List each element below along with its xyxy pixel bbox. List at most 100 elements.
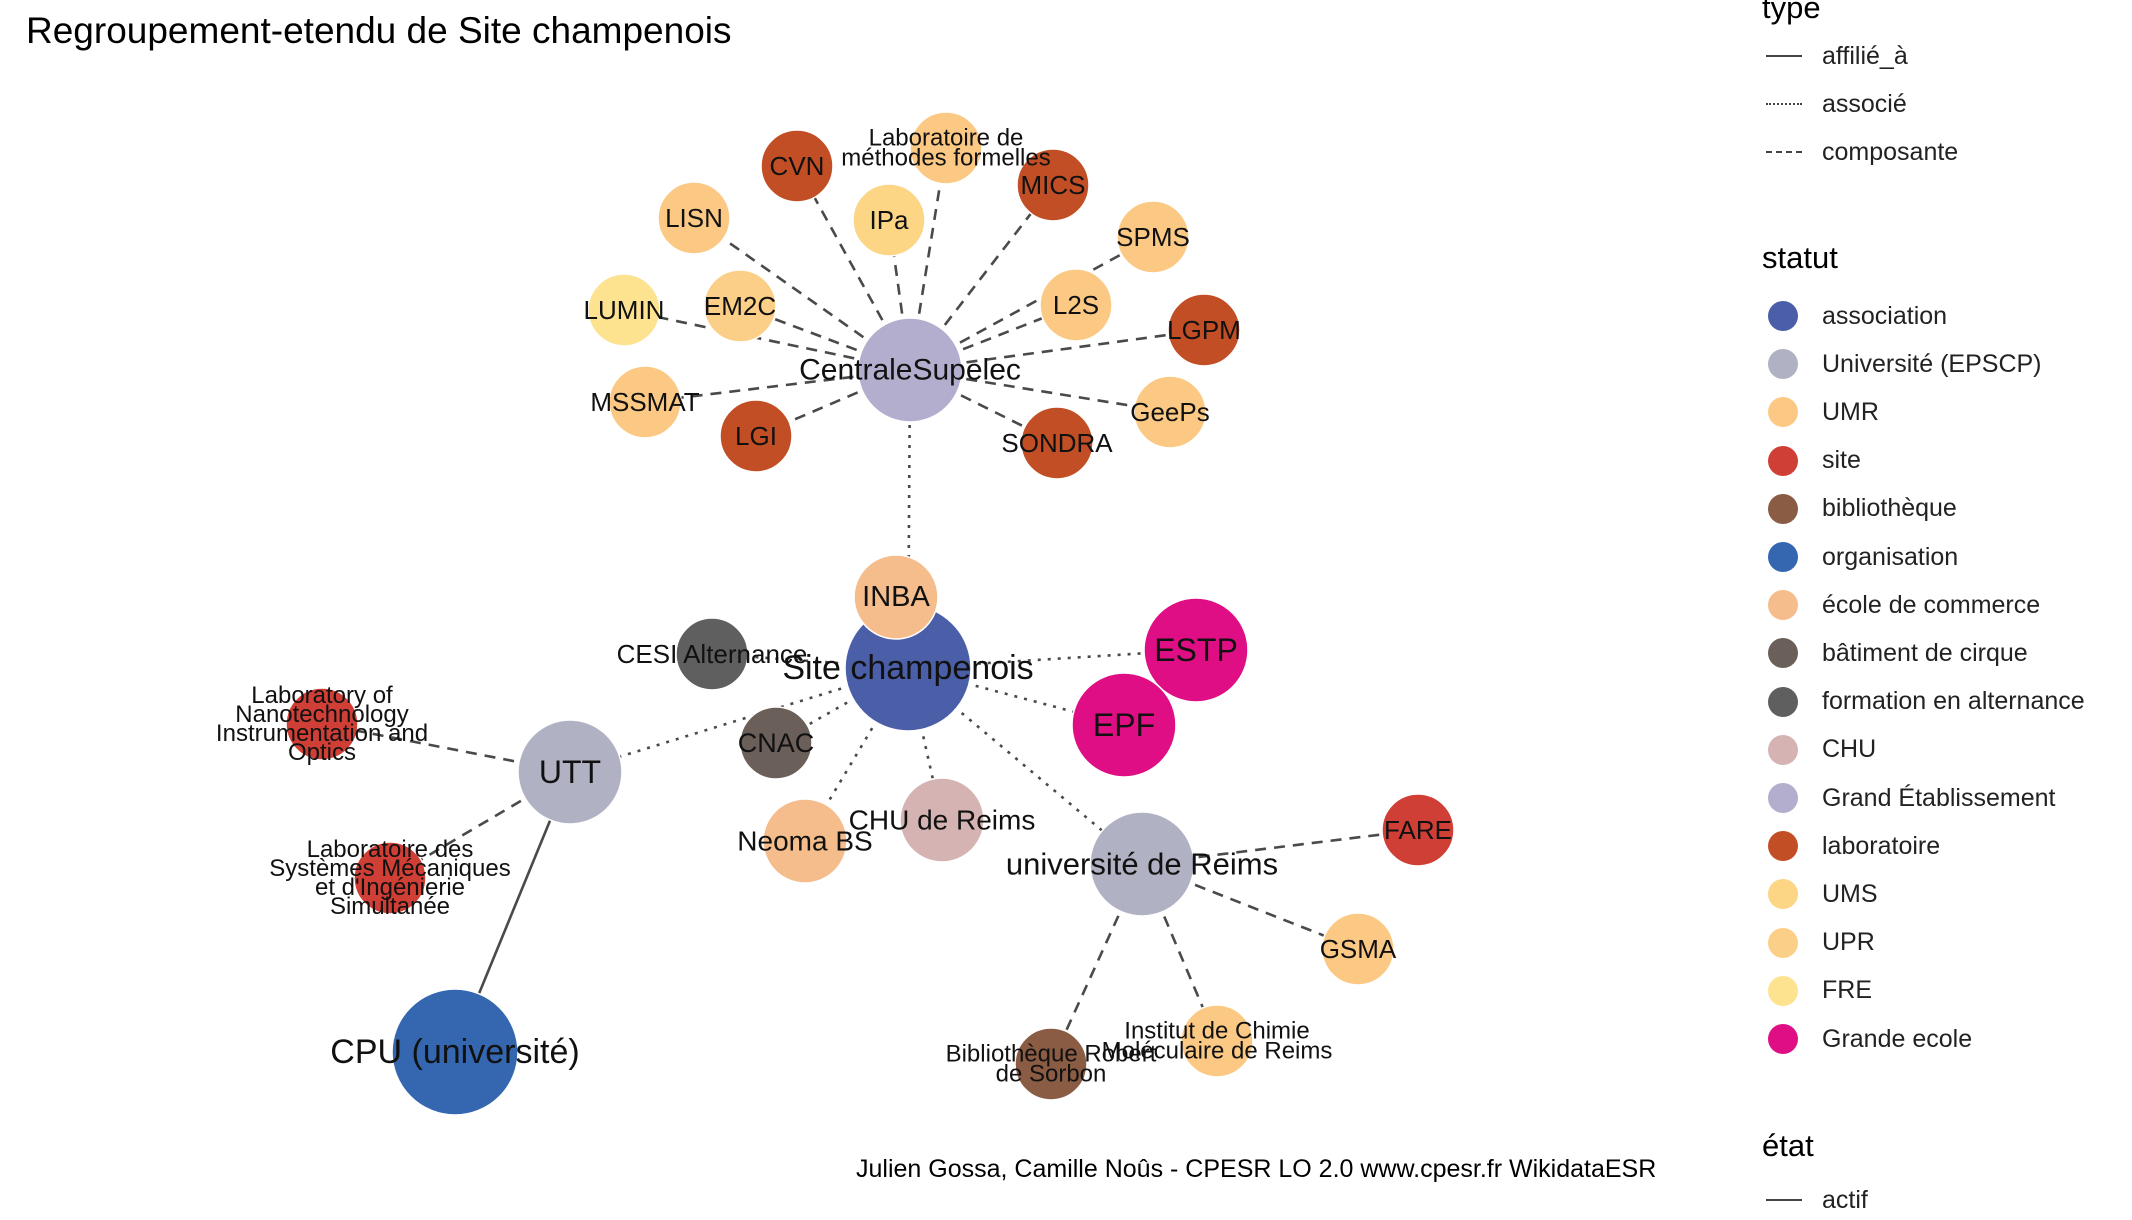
legend-line-swatch — [1762, 84, 1822, 124]
legend-label: affilié_à — [1822, 41, 1908, 70]
node-lumin — [587, 273, 661, 347]
node-cnac — [739, 706, 813, 780]
legend-label: actif — [1822, 1185, 1868, 1214]
legend-statut-item: FRE — [1762, 971, 1872, 1011]
labels-layer: Site champenois CentraleSupelec UTT univers… — [216, 125, 1452, 1088]
legend-statut-item: Université (EPSCP) — [1762, 344, 2042, 384]
node-inba — [853, 554, 939, 640]
legend-statut-item: organisation — [1762, 537, 1958, 577]
legend-label: bibliothèque — [1822, 494, 1957, 523]
legend-label: UPR — [1822, 928, 1875, 957]
legend-type-item: associé — [1762, 84, 1907, 124]
node-epf — [1071, 672, 1177, 778]
node-biblio — [1014, 1027, 1088, 1101]
node-label-cesi: CESI Alternance — [617, 639, 808, 669]
legend-color-dot — [1768, 542, 1798, 572]
node-label-biblio: Bibliothèque Robert — [946, 1041, 1157, 1068]
legend-color-dot — [1768, 927, 1798, 958]
legend-label: UMS — [1822, 879, 1878, 908]
node-label-site: Site champenois — [782, 649, 1033, 687]
legend-statut-item: Grande ecole — [1762, 1019, 1972, 1059]
node-label-mics: MICS — [1021, 170, 1086, 200]
legend-label: associé — [1822, 89, 1907, 118]
node-label-fare: FARE — [1384, 815, 1452, 845]
node-lnio — [285, 687, 359, 761]
legend-color-dot — [1768, 445, 1798, 476]
node-centrale — [857, 317, 963, 423]
node-label-sondra: SONDRA — [1001, 428, 1113, 458]
node-lasmis — [353, 841, 427, 915]
node-label-neoma: Neoma BS — [737, 826, 872, 857]
legend-label: FRE — [1822, 976, 1872, 1005]
node-l2s — [1039, 268, 1113, 342]
node-lgpm — [1167, 293, 1241, 367]
node-label-inba: INBA — [862, 581, 930, 613]
node-label-lasmis: Systèmes Mécaniques — [269, 855, 510, 882]
node-sondra — [1020, 406, 1094, 480]
node-label-mssmat: MSSMAT — [590, 387, 699, 417]
node-label-lasmis: et d'Ingénierie — [315, 874, 465, 901]
legend-statut-item: association — [1762, 296, 1947, 336]
node-label-em2c: EM2C — [704, 291, 776, 321]
node-spms — [1116, 200, 1190, 274]
node-label-centrale: CentraleSupelec — [799, 354, 1021, 387]
node-reims — [1089, 811, 1195, 917]
node-neoma — [762, 798, 848, 884]
legend-label: Grand Établissement — [1822, 783, 2056, 812]
legend-label: site — [1822, 446, 1861, 475]
legend-label: Université (EPSCP) — [1822, 349, 2042, 378]
node-label-lasmis: Laboratoire des — [307, 836, 474, 863]
node-label-utt: UTT — [539, 754, 601, 790]
node-label-icmr: Institut de Chimie — [1124, 1018, 1309, 1045]
node-gsma — [1321, 912, 1395, 986]
node-label-lisn: LISN — [665, 203, 723, 233]
legend-type-item: affilié_à — [1762, 36, 1908, 76]
node-cpu — [391, 988, 519, 1116]
legend-label: composante — [1822, 137, 1959, 166]
legend-color-dot — [1768, 638, 1798, 669]
node-label-epf: EPF — [1093, 707, 1155, 743]
legend-color-dot — [1768, 879, 1798, 910]
node-icmr — [1180, 1004, 1254, 1078]
legend-type-title: type — [1762, 0, 1821, 25]
node-em2c — [703, 269, 777, 343]
edge-site-neoma — [803, 667, 910, 842]
node-utt — [517, 719, 623, 825]
node-ipa — [852, 183, 926, 257]
legend-statut-item: UMR — [1762, 392, 1879, 432]
legend-type-item: composante — [1762, 132, 1958, 172]
diagram-title: Regroupement-etendu de Site champenois — [26, 10, 732, 51]
legend-color-dot — [1768, 1024, 1798, 1054]
node-label-cnac: CNAC — [738, 728, 815, 758]
legend-statut-item: Grand Établissement — [1762, 778, 2055, 818]
node-label-lgi: LGI — [735, 421, 777, 451]
diagram-caption: Julien Gossa, Camille Noûs - CPESR LO 2.… — [856, 1155, 1657, 1183]
node-label-geeps: GeePs — [1130, 397, 1210, 427]
legend-label: UMR — [1822, 397, 1879, 426]
legend-label: formation en alternance — [1822, 687, 2085, 716]
legend-statut-item: CHU — [1762, 730, 1876, 770]
node-mics — [1016, 148, 1090, 222]
node-cvn — [760, 129, 834, 203]
node-geeps — [1133, 375, 1207, 449]
node-label-lmf: Laboratoire de — [869, 125, 1024, 152]
legend-statut-item: école de commerce — [1762, 585, 2040, 625]
legend-statut-item: bibliothèque — [1762, 489, 1957, 529]
legend-label: bâtiment de cirque — [1822, 638, 2028, 667]
legend-statut-item: UPR — [1762, 923, 1875, 963]
legend-color-dot — [1768, 686, 1798, 717]
legend-statut-item: laboratoire — [1762, 826, 1940, 866]
legend-color-dot — [1768, 734, 1798, 765]
legend-label: organisation — [1822, 542, 1959, 571]
legend-statut-title: statut — [1762, 240, 1838, 275]
node-lmf — [909, 111, 983, 185]
legend-line-swatch — [1762, 36, 1822, 76]
node-fare — [1381, 793, 1455, 867]
edge-site-epf — [907, 666, 1125, 727]
node-label-lnio: Optics — [288, 739, 356, 766]
node-label-l2s: L2S — [1053, 290, 1099, 320]
node-lisn — [657, 181, 731, 255]
legend-etat-item: actif — [1762, 1180, 1868, 1220]
node-label-chu: CHU de Reims — [849, 805, 1036, 836]
